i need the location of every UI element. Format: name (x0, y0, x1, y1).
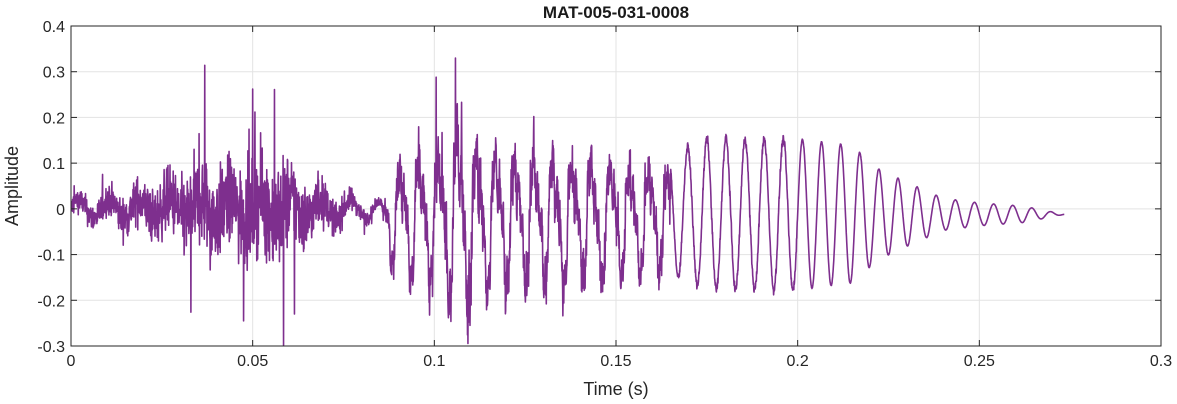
chart-title: MAT-005-031-0008 (543, 3, 689, 22)
x-axis-label: Time (s) (583, 379, 648, 399)
y-tick-label: 0.4 (43, 19, 65, 36)
x-tick-label: 0.1 (423, 353, 445, 370)
x-tick-label: 0 (67, 353, 76, 370)
y-tick-label: 0.1 (43, 156, 65, 173)
y-axis-ticks: -0.3 -0.2 -0.1 0 0.1 0.2 0.3 0.4 (37, 19, 1161, 356)
plot-area (71, 57, 1065, 346)
x-tick-label: 0.25 (964, 353, 995, 370)
y-tick-label: -0.1 (37, 248, 65, 265)
y-tick-label: 0.3 (43, 65, 65, 82)
x-tick-label: 0.15 (600, 353, 631, 370)
y-axis-label: Amplitude (2, 146, 22, 226)
grid (71, 26, 1161, 346)
y-tick-label: -0.2 (37, 293, 65, 310)
waveform-series-line (71, 57, 1065, 346)
y-tick-label: 0 (56, 202, 65, 219)
x-axis-ticks: 0 0.05 0.1 0.15 0.2 0.25 0.3 (67, 26, 1172, 370)
x-tick-label: 0.3 (1150, 353, 1172, 370)
x-tick-label: 0.05 (237, 353, 268, 370)
x-tick-label: 0.2 (787, 353, 809, 370)
y-tick-label: -0.3 (37, 339, 65, 356)
y-tick-label: 0.2 (43, 110, 65, 127)
